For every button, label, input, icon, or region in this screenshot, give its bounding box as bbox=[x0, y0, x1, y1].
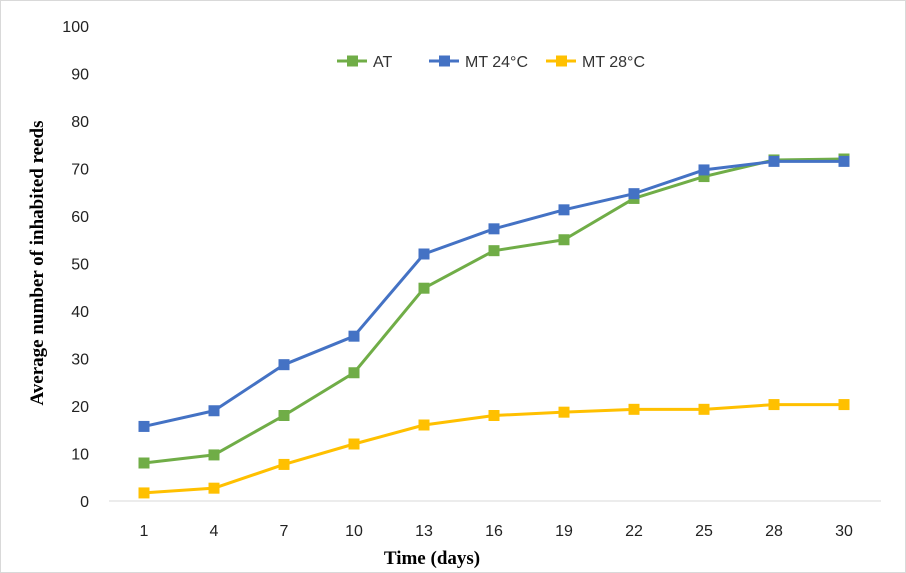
y-tick-label: 60 bbox=[71, 209, 89, 226]
data-point bbox=[698, 164, 710, 176]
y-tick-label: 0 bbox=[80, 494, 89, 511]
legend-label: MT 28°C bbox=[582, 54, 645, 71]
data-point bbox=[698, 403, 710, 415]
legend-label: MT 24°C bbox=[465, 54, 528, 71]
legend-marker bbox=[439, 55, 450, 67]
legend-label: AT bbox=[373, 54, 392, 71]
data-point bbox=[138, 487, 150, 499]
x-tick-label: 16 bbox=[485, 523, 503, 540]
legend: AT MT 24°C MT 28°C bbox=[337, 54, 645, 71]
x-axis-ticks: 1 4 7 10 13 16 19 22 25 28 30 bbox=[140, 523, 853, 540]
data-point bbox=[768, 155, 780, 167]
y-tick-label: 100 bbox=[62, 19, 89, 36]
legend-marker bbox=[347, 55, 358, 67]
y-tick-label: 40 bbox=[71, 304, 89, 321]
data-point bbox=[488, 410, 500, 421]
data-point bbox=[348, 367, 360, 379]
y-tick-label: 50 bbox=[71, 257, 89, 274]
series-line bbox=[142, 159, 846, 428]
x-tick-label: 22 bbox=[625, 523, 643, 540]
data-point bbox=[138, 457, 150, 469]
x-tick-label: 19 bbox=[555, 523, 573, 540]
data-point bbox=[418, 419, 430, 431]
series-layer bbox=[138, 153, 850, 499]
x-tick-label: 25 bbox=[695, 523, 713, 540]
x-tick-label: 1 bbox=[140, 523, 149, 540]
data-point bbox=[838, 155, 850, 167]
data-point bbox=[558, 406, 570, 418]
data-point bbox=[208, 482, 220, 494]
data-point bbox=[208, 405, 220, 417]
data-point bbox=[488, 245, 500, 257]
data-point bbox=[418, 282, 430, 294]
data-point bbox=[628, 403, 640, 415]
legend-marker bbox=[556, 55, 567, 67]
data-point bbox=[558, 234, 570, 246]
x-tick-label: 10 bbox=[345, 523, 363, 540]
data-point bbox=[838, 399, 850, 411]
x-tick-label: 7 bbox=[280, 523, 289, 540]
data-point bbox=[558, 204, 570, 216]
y-tick-label: 90 bbox=[71, 67, 89, 84]
data-point bbox=[768, 399, 780, 411]
data-point bbox=[278, 458, 290, 470]
data-point bbox=[488, 223, 500, 235]
y-tick-label: 10 bbox=[71, 447, 89, 464]
x-tick-label: 4 bbox=[210, 523, 219, 540]
data-point bbox=[278, 410, 290, 421]
y-tick-label: 30 bbox=[71, 352, 89, 369]
y-tick-label: 70 bbox=[71, 162, 89, 179]
x-axis-title: Time (days) bbox=[384, 548, 480, 569]
data-point bbox=[348, 330, 360, 342]
y-axis-title: Average number of inhabited reeds bbox=[27, 121, 48, 406]
y-tick-label: 80 bbox=[71, 114, 89, 131]
y-axis-ticks: 0 10 20 30 40 50 60 70 80 90 100 bbox=[62, 19, 89, 511]
x-tick-label: 30 bbox=[835, 523, 853, 540]
data-point bbox=[278, 359, 290, 371]
x-tick-label: 28 bbox=[765, 523, 783, 540]
data-point bbox=[698, 171, 710, 183]
data-point bbox=[348, 438, 360, 450]
x-tick-label: 13 bbox=[415, 523, 433, 540]
data-point bbox=[628, 188, 640, 200]
data-point bbox=[138, 420, 150, 432]
y-tick-label: 20 bbox=[71, 399, 89, 416]
data-point bbox=[208, 449, 220, 461]
data-point bbox=[418, 248, 430, 260]
